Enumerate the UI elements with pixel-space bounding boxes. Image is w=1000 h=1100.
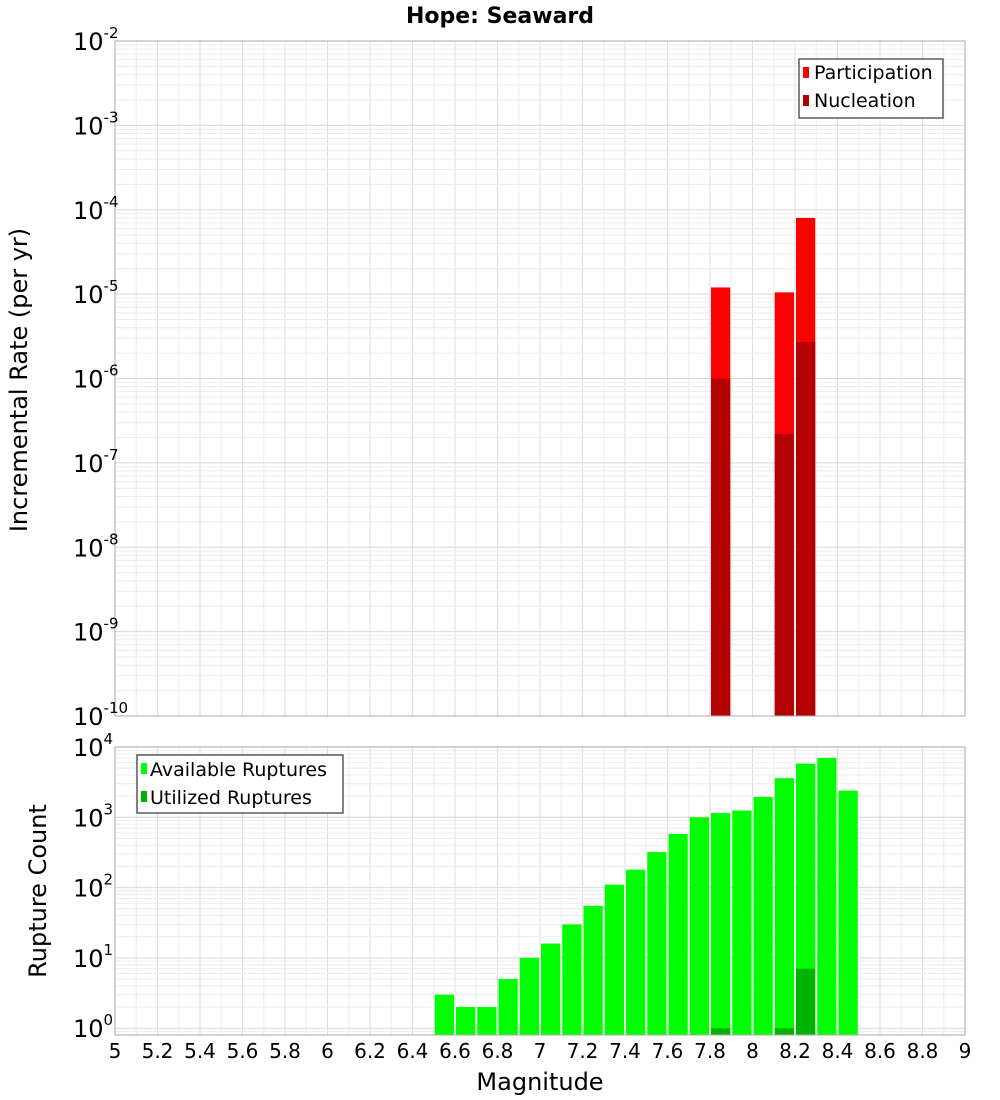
x-tick-label: 8.2 <box>779 1039 811 1063</box>
y-tick-label: 100 <box>73 1011 113 1043</box>
y-tick-label: 10-4 <box>73 193 119 225</box>
bottom-plot-frame <box>114 746 966 1036</box>
rate-bar-nucleation <box>796 342 816 716</box>
x-tick-label: 5.2 <box>142 1039 174 1063</box>
count-bar-available-ruptures <box>604 884 624 1035</box>
count-bar-available-ruptures <box>562 924 582 1035</box>
count-bar-available-ruptures <box>774 778 794 1035</box>
top-grid <box>114 41 966 717</box>
count-bar-utilized-ruptures <box>774 1028 794 1035</box>
y-tick-label: 10-2 <box>73 24 119 56</box>
x-tick-label: 7 <box>534 1039 547 1063</box>
x-tick-label: 9 <box>959 1039 972 1063</box>
x-tick-label: 6.2 <box>354 1039 386 1063</box>
legend-label-utilized-ruptures: Utilized Ruptures <box>150 787 312 809</box>
legend-label-nucleation: Nucleation <box>814 90 916 112</box>
y-tick-label: 104 <box>73 730 113 762</box>
y-tick-label: 10-8 <box>73 530 119 562</box>
top-plot-frame <box>114 40 966 717</box>
legend-label-participation: Participation <box>814 62 933 84</box>
count-bar-available-ruptures <box>753 796 773 1035</box>
count-bar-available-ruptures <box>689 817 709 1035</box>
count-bar-available-ruptures <box>796 763 816 1035</box>
x-tick-label: 5.6 <box>227 1039 259 1063</box>
bottom-legend: Available Ruptures Utilized Ruptures <box>136 754 344 814</box>
count-bar-utilized-ruptures <box>796 968 816 1035</box>
bottom-y-tick-labels: 100 101 102 103 104 <box>73 730 113 1043</box>
x-tick-label: 8 <box>746 1039 759 1063</box>
count-bar-available-ruptures <box>647 852 667 1035</box>
count-bar-available-ruptures <box>817 757 837 1035</box>
legend-swatch-nucleation <box>803 95 809 106</box>
x-tick-labels: 5 5.2 5.4 5.6 5.8 6 6.2 6.4 6.6 6.8 7 7.2 7.4 7.6 7.8 8… <box>109 1039 972 1063</box>
chart-title: Hope: Seaward <box>406 4 594 29</box>
y-tick-label: 10-7 <box>73 446 119 478</box>
count-bar-available-ruptures <box>838 790 858 1035</box>
count-bar-available-ruptures <box>519 957 539 1035</box>
y-tick-label: 103 <box>73 800 113 832</box>
top-y-axis-label: Incremental Rate (per yr) <box>5 228 33 532</box>
count-bar-available-ruptures <box>732 810 752 1035</box>
x-tick-label: 8.6 <box>864 1039 896 1063</box>
count-bar-available-ruptures <box>583 905 603 1035</box>
y-tick-label: 10-5 <box>73 277 119 309</box>
x-tick-label: 5 <box>109 1039 122 1063</box>
x-tick-label: 5.8 <box>269 1039 301 1063</box>
count-bar-available-ruptures <box>711 813 731 1035</box>
count-bar-available-ruptures <box>541 943 561 1035</box>
count-bar-utilized-ruptures <box>711 1028 731 1035</box>
top-y-tick-labels: 10-10 10-9 10-8 10-7 10-6 10-5 10-4 10-3 10-2 <box>73 24 128 731</box>
top-bars <box>711 217 816 716</box>
y-tick-label: 10-6 <box>73 362 119 394</box>
count-bar-available-ruptures <box>668 833 688 1035</box>
x-tick-label: 7.2 <box>567 1039 599 1063</box>
count-bar-available-ruptures <box>626 869 646 1035</box>
y-tick-label: 101 <box>73 941 113 973</box>
count-bar-available-ruptures <box>456 1007 476 1035</box>
count-bar-available-ruptures <box>434 994 454 1035</box>
x-tick-label: 6.6 <box>439 1039 471 1063</box>
y-tick-label: 10-9 <box>73 615 119 647</box>
x-tick-label: 7.4 <box>609 1039 641 1063</box>
top-legend: Participation Nucleation <box>798 58 944 119</box>
x-tick-label: 8.4 <box>822 1039 854 1063</box>
legend-label-available-ruptures: Available Ruptures <box>150 759 327 781</box>
y-tick-label: 102 <box>73 871 113 903</box>
legend-swatch-participation <box>803 67 809 78</box>
legend-swatch-available <box>141 763 147 774</box>
legend-swatch-utilized <box>141 791 147 802</box>
y-tick-label: 10-10 <box>73 699 128 731</box>
rate-bar-nucleation <box>774 433 794 716</box>
x-tick-label: 8.8 <box>907 1039 939 1063</box>
x-tick-label: 7.8 <box>694 1039 726 1063</box>
count-bar-available-ruptures <box>477 1007 497 1035</box>
y-tick-label: 10-3 <box>73 108 119 140</box>
count-bar-available-ruptures <box>498 979 518 1035</box>
x-tick-label: 6.8 <box>482 1039 514 1063</box>
x-tick-label: 6.4 <box>397 1039 429 1063</box>
x-tick-label: 6 <box>321 1039 334 1063</box>
rate-bar-nucleation <box>711 378 731 716</box>
bottom-bars <box>434 757 858 1035</box>
x-axis-label: Magnitude <box>476 1068 603 1096</box>
bottom-y-axis-label: Rupture Count <box>24 804 52 978</box>
x-tick-label: 5.4 <box>184 1039 216 1063</box>
x-tick-label: 7.6 <box>652 1039 684 1063</box>
